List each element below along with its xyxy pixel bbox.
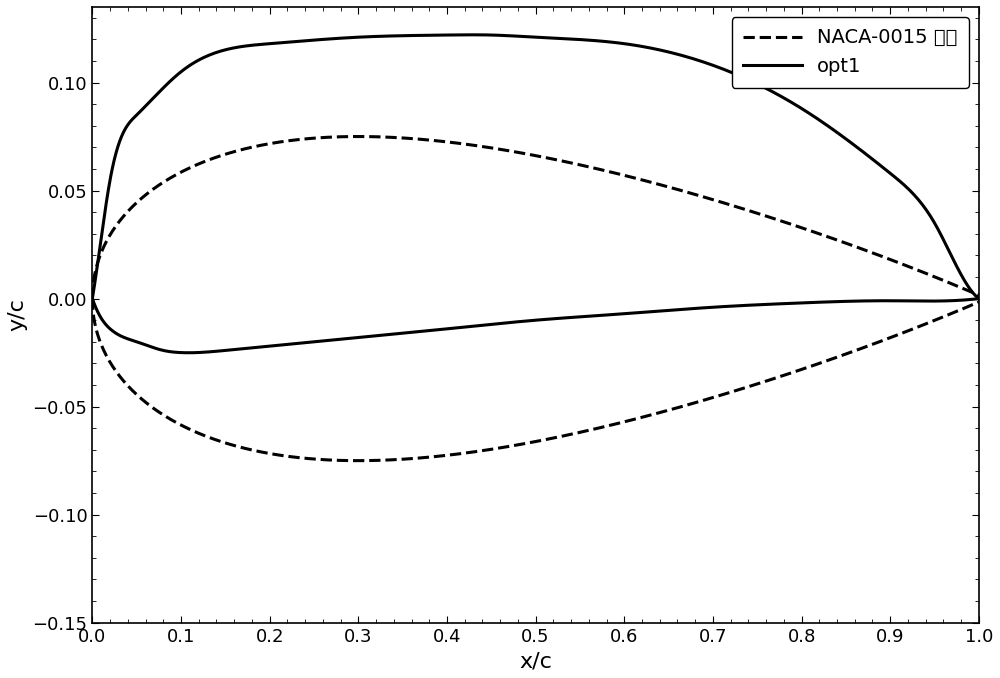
NACA-0015 翅型 <box>972 291 984 299</box>
Y-axis label: y/c: y/c <box>7 298 27 332</box>
Line: NACA-0015 翅型: NACA-0015 翅型 <box>92 136 979 298</box>
NACA-0015 翅型 <box>905 264 917 272</box>
NACA-0015 翅型 <box>86 294 98 302</box>
opt1 <box>589 37 601 45</box>
opt1 <box>972 294 984 302</box>
opt1 <box>86 294 98 302</box>
Line: opt1: opt1 <box>92 35 979 298</box>
NACA-0015 翅型 <box>498 146 510 154</box>
X-axis label: x/c: x/c <box>519 651 552 671</box>
NACA-0015 翅型 <box>663 183 675 191</box>
NACA-0015 翅型 <box>589 164 601 172</box>
NACA-0015 翅型 <box>973 291 985 299</box>
NACA-0015 翅型 <box>352 132 364 140</box>
opt1 <box>467 31 479 39</box>
opt1 <box>973 294 985 302</box>
opt1 <box>905 188 917 196</box>
opt1 <box>663 48 675 56</box>
NACA-0015 翅型 <box>506 147 518 155</box>
opt1 <box>506 32 518 40</box>
opt1 <box>498 31 510 39</box>
Legend: NACA-0015 翅型, opt1: NACA-0015 翅型, opt1 <box>732 17 969 87</box>
